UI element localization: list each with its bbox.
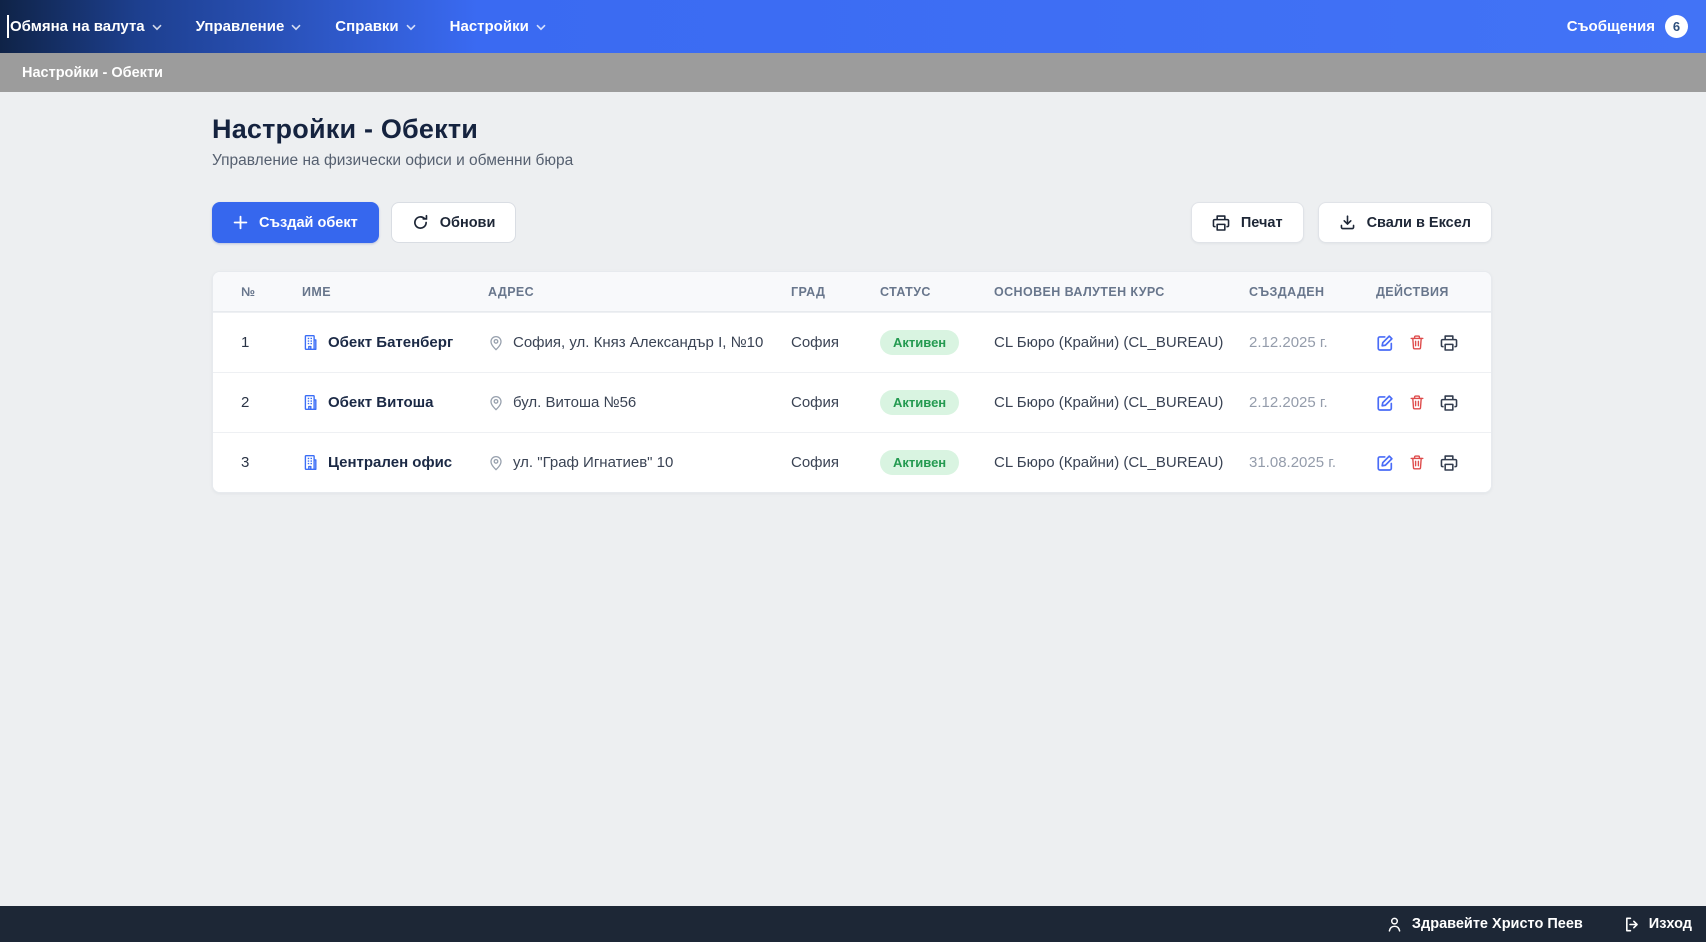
- col-header-rate: ОСНОВЕН ВАЛУТЕН КУРС: [994, 284, 1165, 299]
- chevron-down-icon: [291, 22, 301, 31]
- chevron-down-icon: [536, 22, 546, 31]
- menu-currency-exchange[interactable]: Обмяна на валута: [10, 18, 162, 35]
- table-row: 3 Централен офис ул. "Гра: [213, 432, 1491, 492]
- table-row: 1 Обект Батенберг София,: [213, 312, 1491, 372]
- breadcrumb-bar: Настройки - Обекти: [0, 53, 1706, 92]
- row-actions: [1376, 454, 1491, 472]
- download-excel-label: Свали в Ексел: [1366, 214, 1471, 231]
- refresh-icon: [412, 214, 429, 231]
- chevron-down-icon: [406, 22, 416, 31]
- table-row: 2 Обект Витоша бул. Витош: [213, 372, 1491, 432]
- object-rate: CL Бюро (Крайни) (CL_BUREAU): [994, 334, 1224, 351]
- messages-label: Съобщения: [1566, 18, 1655, 35]
- col-header-created: СЪЗДАДЕН: [1249, 284, 1325, 299]
- logout-icon: [1623, 916, 1640, 933]
- user-icon: [1386, 916, 1403, 933]
- map-pin-icon: [488, 395, 504, 411]
- object-rate: CL Бюро (Крайни) (CL_BUREAU): [994, 454, 1224, 471]
- page-subtitle: Управление на физически офиси и обменни …: [212, 152, 574, 169]
- print-row-icon[interactable]: [1440, 334, 1458, 352]
- breadcrumb: Настройки - Обекти: [22, 64, 163, 81]
- footer-bar: Здравейте Христо Пеев Изход: [0, 906, 1706, 942]
- object-address: ул. "Граф Игнатиев" 10: [513, 454, 674, 471]
- status-badge: Активен: [880, 450, 960, 475]
- row-number: 1: [241, 334, 250, 351]
- plus-icon: [233, 215, 248, 230]
- col-header-number: №: [241, 284, 256, 299]
- building-icon: [302, 334, 319, 351]
- row-actions: [1376, 394, 1491, 412]
- toolbar: Създай обект Обнови: [212, 202, 1492, 243]
- delete-icon[interactable]: [1409, 394, 1425, 411]
- col-header-actions: ДЕЙСТВИЯ: [1376, 284, 1449, 299]
- create-object-label: Създай обект: [259, 214, 358, 231]
- building-icon: [302, 394, 319, 411]
- row-actions: [1376, 334, 1491, 352]
- edit-icon[interactable]: [1376, 334, 1394, 352]
- col-header-city: ГРАД: [791, 284, 826, 299]
- menu-settings[interactable]: Настройки: [450, 18, 546, 35]
- logout-button[interactable]: Изход: [1623, 916, 1692, 933]
- menu-label: Обмяна на валута: [10, 18, 145, 35]
- refresh-label: Обнови: [439, 214, 496, 231]
- col-header-address: АДРЕС: [488, 284, 535, 299]
- map-pin-icon: [488, 455, 504, 471]
- menu-reports[interactable]: Справки: [335, 18, 416, 35]
- refresh-button[interactable]: Обнови: [390, 202, 517, 243]
- object-address: бул. Витоша №56: [513, 394, 637, 411]
- object-city: София: [791, 334, 840, 351]
- row-number: 3: [241, 454, 250, 471]
- map-pin-icon: [488, 335, 504, 351]
- object-city: София: [791, 394, 840, 411]
- text-cursor: [7, 15, 9, 38]
- printer-icon: [1212, 214, 1230, 232]
- page-title: Настройки - Обекти: [212, 114, 479, 144]
- object-created-date: 31.08.2025 г.: [1249, 454, 1337, 471]
- delete-icon[interactable]: [1409, 454, 1425, 471]
- edit-icon[interactable]: [1376, 454, 1394, 472]
- messages-button[interactable]: Съобщения 6: [1567, 15, 1688, 38]
- object-city: София: [791, 454, 840, 471]
- object-created-date: 2.12.2025 г.: [1249, 334, 1328, 351]
- objects-table: № ИМЕ АДРЕС ГРАД СТАТУС ОСНОВЕН ВАЛУТЕН …: [212, 271, 1492, 493]
- greeting-text: Здравейте Христо Пеев: [1411, 916, 1583, 932]
- table-header-row: № ИМЕ АДРЕС ГРАД СТАТУС ОСНОВЕН ВАЛУТЕН …: [213, 272, 1491, 312]
- chevron-down-icon: [152, 22, 162, 31]
- row-number: 2: [241, 394, 250, 411]
- menu-label: Справки: [335, 18, 399, 35]
- print-row-icon[interactable]: [1440, 394, 1458, 412]
- object-name: Централен офис: [328, 454, 453, 471]
- print-row-icon[interactable]: [1440, 454, 1458, 472]
- messages-count-badge: 6: [1665, 15, 1688, 38]
- object-name: Обект Витоша: [328, 394, 434, 411]
- logout-label: Изход: [1648, 916, 1692, 932]
- col-header-status: СТАТУС: [880, 284, 931, 299]
- download-excel-button[interactable]: Свали в Ексел: [1317, 202, 1492, 243]
- object-rate: CL Бюро (Крайни) (CL_BUREAU): [994, 394, 1224, 411]
- top-navbar: Обмяна на валута Управление Справки Наст…: [0, 0, 1706, 53]
- object-address: София, ул. Княз Александър I, №10: [513, 334, 764, 351]
- col-header-name: ИМЕ: [302, 284, 331, 299]
- menu-label: Управление: [195, 18, 285, 35]
- delete-icon[interactable]: [1409, 334, 1425, 351]
- object-created-date: 2.12.2025 г.: [1249, 394, 1328, 411]
- edit-icon[interactable]: [1376, 394, 1394, 412]
- user-greeting: Здравейте Христо Пеев: [1386, 916, 1583, 933]
- download-icon: [1339, 214, 1356, 231]
- object-name: Обект Батенберг: [328, 334, 454, 351]
- print-label: Печат: [1240, 214, 1283, 231]
- menu-management[interactable]: Управление: [196, 18, 302, 35]
- print-button[interactable]: Печат: [1190, 202, 1304, 243]
- status-badge: Активен: [880, 390, 960, 415]
- create-object-button[interactable]: Създай обект: [212, 202, 379, 243]
- building-icon: [302, 454, 319, 471]
- menu-label: Настройки: [449, 18, 529, 35]
- status-badge: Активен: [880, 330, 960, 355]
- main-content: Настройки - Обекти Управление на физичес…: [0, 92, 1706, 906]
- main-menu: Обмяна на валута Управление Справки Наст…: [10, 18, 546, 35]
